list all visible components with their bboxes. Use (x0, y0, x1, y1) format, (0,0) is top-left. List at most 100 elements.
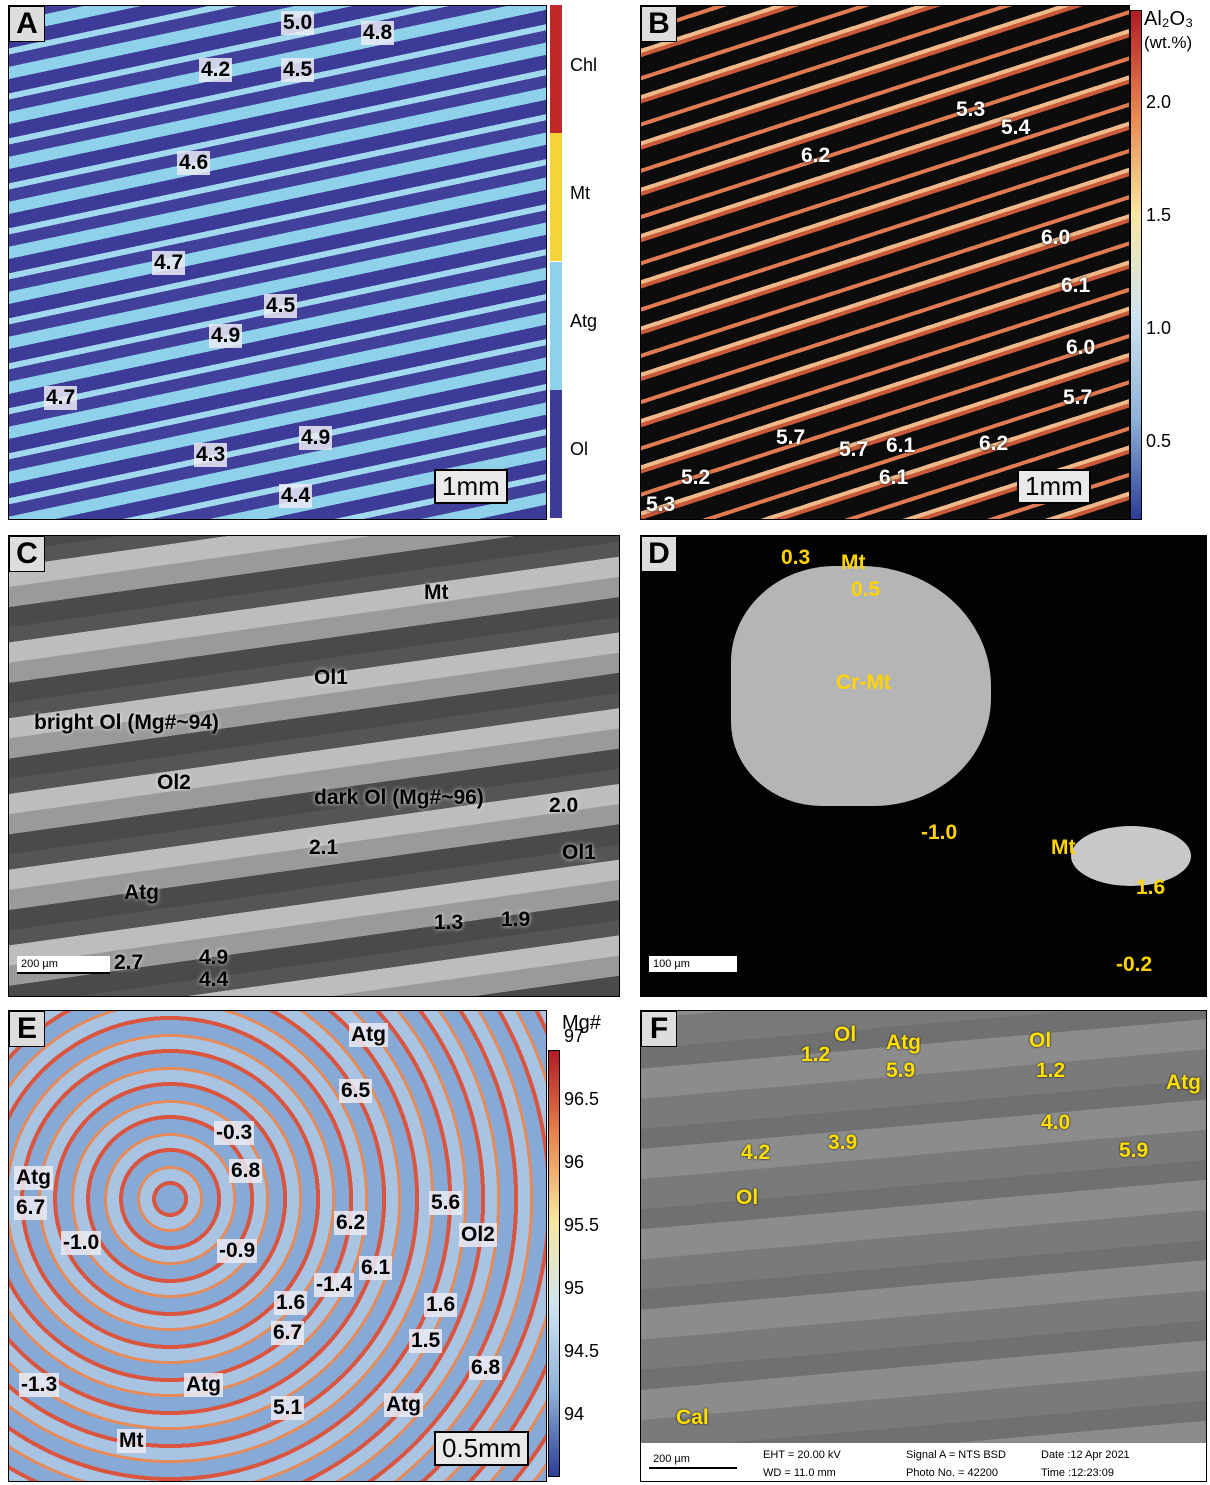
colorbar-tick: 1.5 (1146, 205, 1172, 225)
panel-letter: C (9, 536, 45, 572)
colorbar-tick: 0.5 (1146, 431, 1172, 451)
label: Cal (676, 1406, 709, 1429)
label: 1.5 (409, 1329, 443, 1353)
label: 0.3 (781, 546, 811, 569)
label: 5.3 (646, 493, 676, 516)
label: -1.0 (921, 821, 958, 844)
label: 6.8 (229, 1159, 263, 1183)
panel-letter: E (9, 1011, 45, 1047)
label: 5.9 (886, 1059, 916, 1082)
label: 4.0 (1041, 1111, 1071, 1134)
label: 4.9 (199, 946, 229, 969)
scale-bar: 0.5mm (434, 1431, 530, 1466)
label: 4.2 (741, 1141, 771, 1164)
legend-swatch (550, 5, 562, 133)
colorbar-tick: 97 (564, 1026, 585, 1046)
label: -1.0 (61, 1231, 102, 1255)
grain (731, 566, 991, 806)
legend-swatch (550, 261, 562, 390)
label: 4.5 (281, 58, 315, 82)
label: 5.7 (839, 438, 869, 461)
panel-letter: D (641, 536, 677, 572)
label: Ol1 (562, 841, 596, 864)
label: Ol1 (314, 666, 348, 689)
colorbar (548, 1050, 560, 1477)
label: 1.3 (434, 911, 464, 934)
label: 1.2 (1036, 1059, 1066, 1082)
colorbar-tick: 95.5 (564, 1215, 600, 1235)
label: 4.5 (264, 294, 298, 318)
panel-letter: F (641, 1011, 677, 1047)
label: Atg (886, 1031, 921, 1054)
footer-text: Photo No. = 42200 (906, 1467, 999, 1479)
label: 5.9 (1119, 1139, 1149, 1162)
label: 6.2 (979, 432, 1009, 455)
label: 1.6 (424, 1293, 458, 1317)
footer-text: Time :12:23:09 (1041, 1467, 1114, 1479)
panel: B 5.3 5.4 6.2 6.0 6.1 6.0 5.7 5.7 5.7 6.1 6.2 6.1 5.2… (640, 5, 1130, 520)
colorbar-tick: 95 (564, 1278, 585, 1298)
label: Ol2 (459, 1223, 497, 1247)
label: -0.2 (1116, 953, 1153, 976)
label: 4.7 (152, 251, 186, 275)
colorbar-tick: 96 (564, 1152, 585, 1172)
label: 4.9 (299, 426, 333, 450)
colorbar-tick: 94 (564, 1404, 585, 1424)
panel: D 0.3 Mt 0.5 Cr-Mt -1.0 Mt 1.6 -0.2 100 µm (640, 535, 1207, 997)
label: 3.9 (828, 1131, 858, 1154)
legend-swatch (550, 133, 562, 262)
label: 6.2 (801, 144, 831, 167)
label: Atg (349, 1023, 388, 1047)
label: 4.2 (199, 58, 233, 82)
label: Ol2 (157, 771, 191, 794)
label: 4.4 (199, 968, 229, 991)
label: 6.0 (1041, 226, 1071, 249)
colorbar-tick: 96.5 (564, 1089, 600, 1109)
scale-bar: 200 µm (649, 1451, 737, 1469)
label: 6.7 (271, 1321, 305, 1345)
label: 5.7 (776, 426, 806, 449)
label: 0.5 (851, 578, 881, 601)
label: Cr-Mt (836, 671, 891, 694)
label: Mt (841, 551, 866, 574)
colorbar (1130, 10, 1142, 520)
panel: E Atg 6.5 -0.3 6.8 Atg 6.7 -1.0 5.6 Ol2 6.2 -0.9 6.1… (8, 1010, 547, 1482)
colorbar-title: Mg# (562, 1012, 601, 1034)
label: 6.5 (339, 1079, 373, 1103)
panel: F 1.2 Ol Atg 5.9 Ol 1.2 4.0 Atg 5.9 4.2 3.9 Ol Cal 200… (640, 1010, 1207, 1482)
label: 6.8 (469, 1356, 503, 1380)
label: Ol (834, 1023, 857, 1046)
label: -0.3 (214, 1121, 255, 1145)
footer-text: Signal A = NTS BSD (906, 1449, 1006, 1461)
label: Ol (736, 1186, 759, 1209)
colorbar-tick: 2.0 (1146, 92, 1172, 112)
label: 1.6 (1136, 876, 1166, 899)
panel: A 5.0 4.8 4.2 4.5 4.6 4.7 4.5 4.9 4.7 4.9 4.3 4.4 1mm (8, 5, 547, 520)
legend-label: Chl (570, 55, 598, 75)
label: 4.3 (194, 443, 228, 467)
colorbar-title: Al₂O₃ (1144, 8, 1194, 30)
label: Ol (1029, 1029, 1052, 1052)
label: 1.6 (274, 1291, 308, 1315)
label: 5.1 (271, 1396, 305, 1420)
label: -0.9 (217, 1239, 258, 1263)
label: 4.9 (209, 324, 243, 348)
label: Atg (14, 1166, 53, 1190)
label: 6.1 (886, 434, 916, 457)
label: Atg (184, 1373, 223, 1397)
label: 5.7 (1063, 386, 1093, 409)
panel: C Mt Ol1 bright Ol (Mg#~94) Ol2 dark Ol (Mg#~… (8, 535, 620, 997)
label: -1.4 (314, 1273, 355, 1297)
label: Mt (424, 581, 449, 604)
footer-text: WD = 11.0 mm (763, 1467, 836, 1479)
scale-bar: 200 µm (17, 956, 110, 974)
colorbar-tick: 94.5 (564, 1341, 600, 1361)
scale-bar: 1mm (434, 469, 508, 504)
legend-label: Ol (570, 439, 588, 459)
colorbar-unit: (wt.%) (1144, 33, 1193, 52)
label: 5.0 (281, 11, 315, 35)
panel-letter: A (9, 6, 45, 42)
label: bright Ol (Mg#~94) (34, 711, 219, 734)
panel-letter: B (641, 6, 677, 42)
label: 2.0 (549, 794, 579, 817)
